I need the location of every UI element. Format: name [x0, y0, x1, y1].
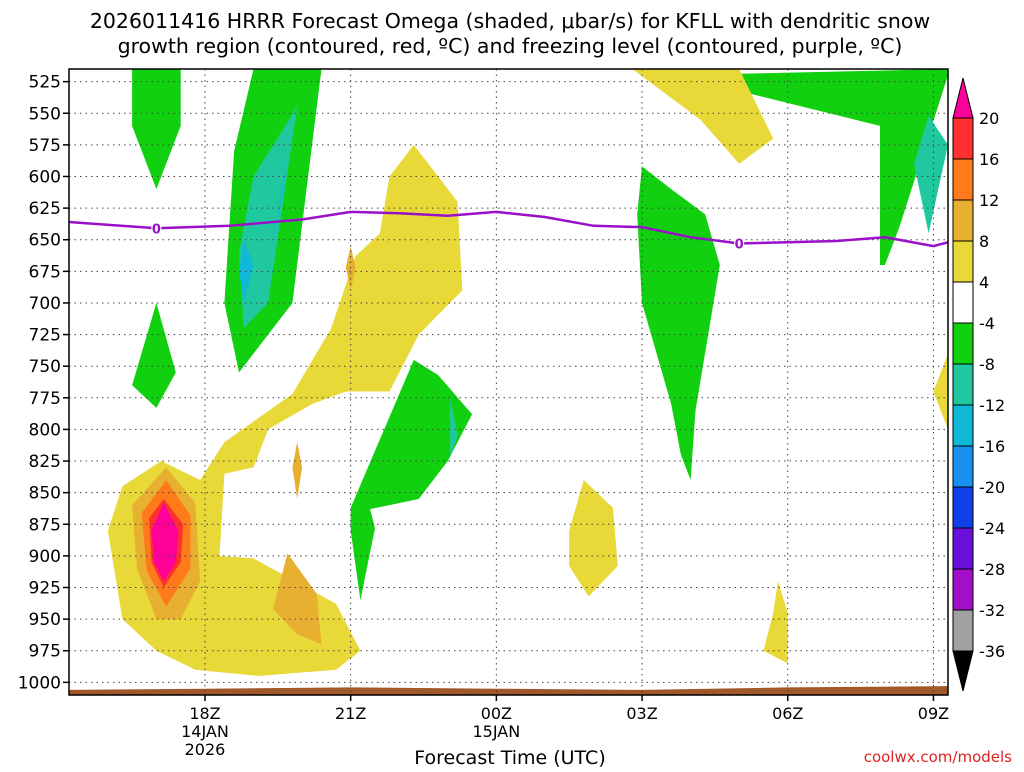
colorbar-label: -28: [979, 560, 1005, 579]
y-tick-label: 1000: [18, 673, 61, 693]
colorbar-label: -8: [979, 355, 995, 374]
y-tick-label: 850: [29, 484, 61, 504]
y-tick-label: 600: [29, 167, 61, 187]
x-axis-label: Forecast Time (UTC): [414, 747, 605, 768]
y-tick-label: 700: [29, 294, 61, 314]
omega-region-6: [676, 69, 948, 265]
x-tick-label: 09Z: [918, 704, 949, 723]
x-tick-label: 21Z: [335, 704, 366, 723]
y-tick-label: 650: [29, 231, 61, 251]
freezing-level-label: 0: [735, 238, 744, 253]
omega-region-3: [273, 157, 288, 240]
colorbar-label: 12: [979, 191, 999, 210]
freezing-label-bg: [734, 236, 745, 251]
y-tick-label: 975: [29, 642, 61, 662]
y-tick-label: 725: [29, 326, 61, 346]
omega-region-5: [132, 303, 176, 408]
omega-region-8: [637, 166, 720, 480]
x-tick-label: 03Z: [626, 704, 657, 723]
colorbar: 20 16 12 8 4 -4 -8 -12 -16 -20 -24 -28 -32 -36: [952, 77, 1005, 692]
colorbar-label: -12: [979, 396, 1005, 415]
colorbar-segment: [952, 240, 974, 283]
y-tick-label: 825: [29, 452, 61, 472]
omega-region-14: [273, 553, 322, 645]
colorbar-segment: [952, 445, 974, 488]
y-tick-label: 575: [29, 136, 61, 156]
colorbar-label: 8: [979, 232, 989, 251]
x-tick-date: 15JAN: [472, 722, 520, 741]
x-tick-date: 14JAN: [181, 722, 229, 741]
colorbar-label: -36: [979, 642, 1005, 661]
omega-region-0: [132, 69, 181, 190]
colorbar-label: 20: [979, 109, 999, 128]
x-tick-year: 2026: [185, 740, 226, 759]
pressure-axis: 525 550 575 600 625 650 675 700 725 750 775 800 825 8…: [18, 73, 69, 693]
y-tick-label: 675: [29, 262, 61, 282]
colorbar-segment: [952, 281, 974, 324]
omega-region-18: [151, 502, 179, 582]
colorbar-label: -24: [979, 519, 1005, 538]
grid-lines: [69, 69, 948, 695]
omega-region-19: [569, 480, 618, 597]
y-tick-label: 950: [29, 610, 61, 630]
omega-region-21: [632, 69, 774, 164]
colorbar-segment: [952, 158, 974, 201]
colorbar-bottom-triangle: [952, 650, 974, 692]
y-tick-label: 550: [29, 104, 61, 124]
chart-title-line-2: growth region (contoured, red, ºC) and f…: [118, 34, 903, 58]
y-tick-label: 925: [29, 579, 61, 599]
y-tick-label: 875: [29, 515, 61, 535]
colorbar-top-triangle: [952, 77, 974, 119]
colorbar-segment: [952, 363, 974, 406]
omega-region-10: [450, 397, 458, 458]
colorbar-label: -20: [979, 478, 1005, 497]
freezing-label-bg: [151, 221, 162, 236]
colorbar-segment: [952, 527, 974, 570]
omega-region-13: [292, 442, 303, 499]
y-tick-label: 800: [29, 420, 61, 440]
omega-region-22: [933, 353, 948, 430]
colorbar-segment: [952, 322, 974, 365]
contour-lines: 00: [68, 210, 949, 253]
freezing-level-label: 0: [152, 222, 161, 237]
plot-frame: [68, 68, 949, 696]
colorbar-segment: [952, 486, 974, 529]
y-tick-label: 775: [29, 389, 61, 409]
credit-text: coolwx.com/models: [864, 748, 1012, 766]
x-tick-label: 18Z: [189, 704, 220, 723]
chart-title-line-1: 2026011416 HRRR Forecast Omega (shaded, …: [90, 9, 930, 33]
colorbar-label: 4: [979, 273, 989, 292]
colorbar-label: -16: [979, 437, 1005, 456]
freezing-level-line: [68, 210, 949, 248]
y-tick-label: 525: [29, 73, 61, 93]
x-tick-label: 00Z: [481, 704, 512, 723]
colorbar-label: -4: [979, 314, 995, 333]
colorbar-segment: [952, 199, 974, 242]
colorbar-label: 16: [979, 150, 999, 169]
colorbar-segment: [952, 609, 974, 652]
omega-region-20: [763, 581, 788, 664]
terrain-surface: [69, 686, 948, 695]
x-tick-label: 06Z: [772, 704, 803, 723]
y-tick-label: 750: [29, 357, 61, 377]
colorbar-label: -32: [979, 601, 1005, 620]
omega-region-9: [350, 359, 473, 601]
y-tick-label: 900: [29, 547, 61, 567]
colorbar-segment: [952, 117, 974, 160]
omega-shaded-areas: [69, 69, 948, 695]
colorbar-segment: [952, 404, 974, 447]
colorbar-segment: [952, 568, 974, 611]
omega-region-2: [239, 106, 298, 329]
y-tick-label: 625: [29, 199, 61, 219]
